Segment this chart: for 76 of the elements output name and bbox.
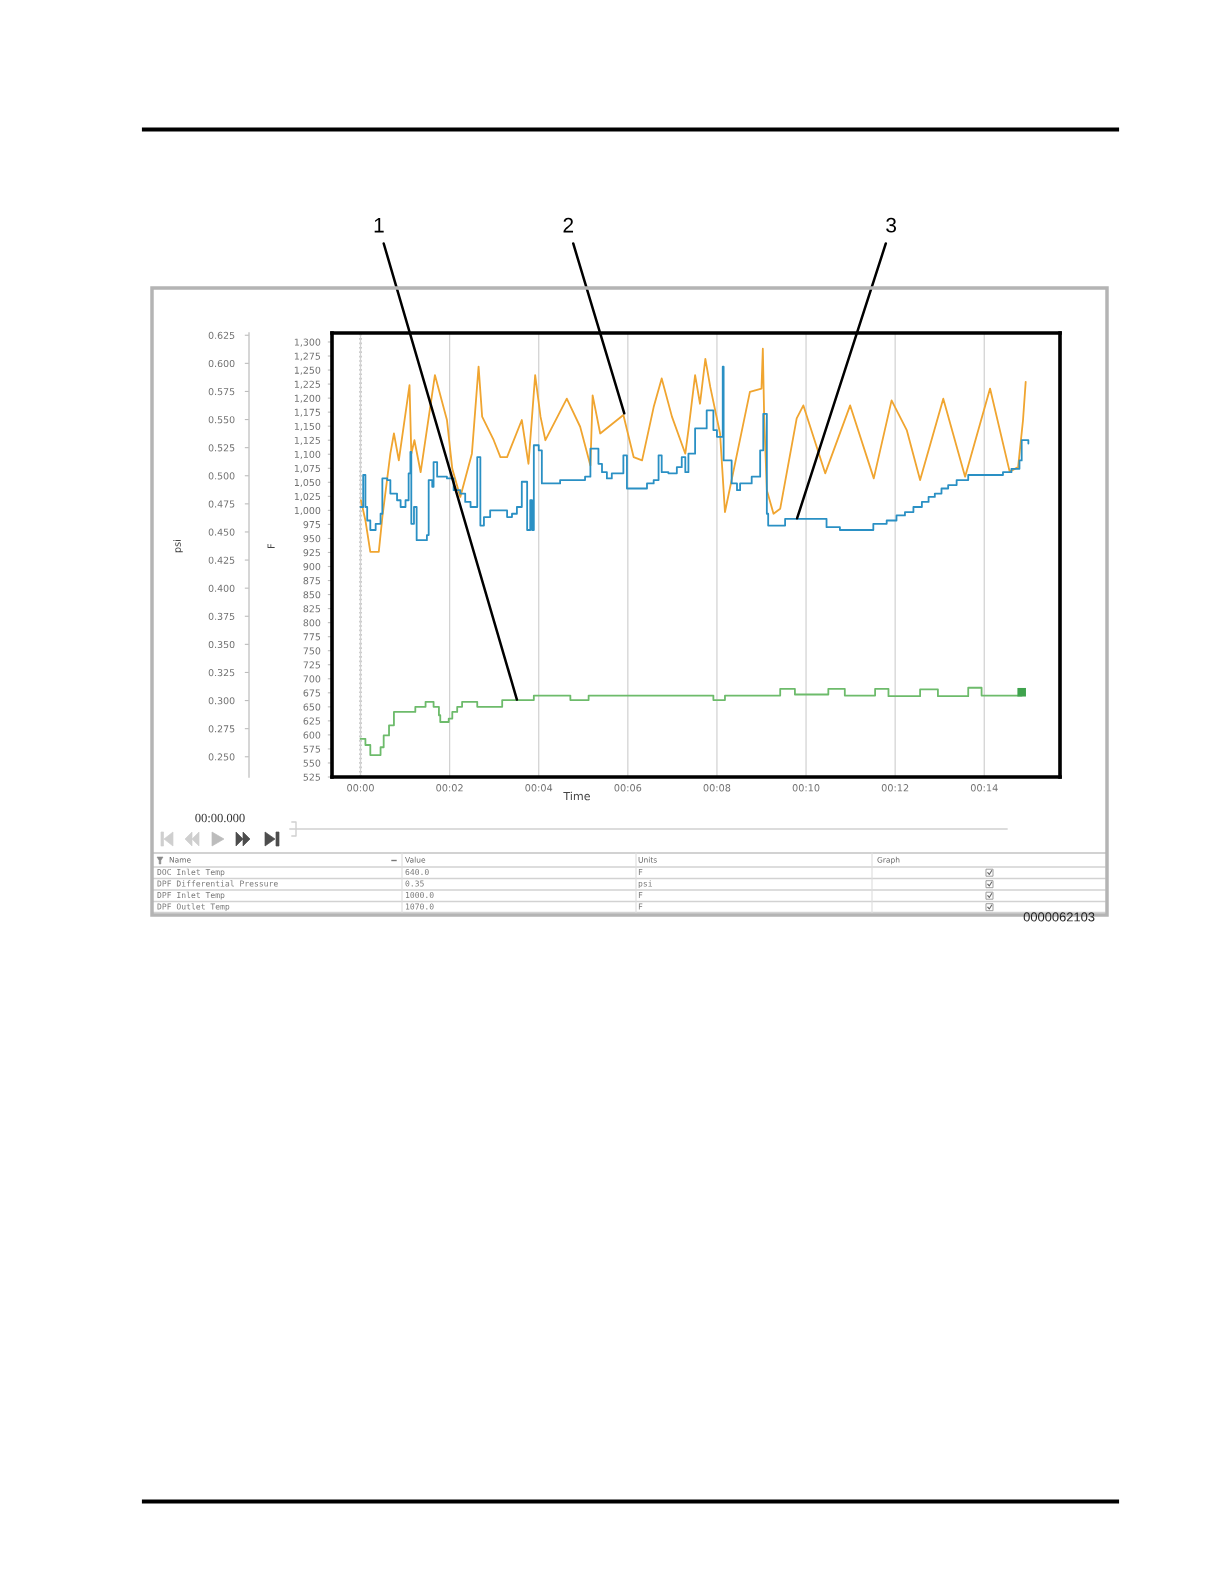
text: 0.35: [405, 880, 424, 887]
text: psi: [638, 880, 652, 889]
x-tick-label: 00:06: [614, 784, 642, 792]
y2-tick-label: 0.550: [208, 416, 235, 424]
y-tick-label: 775: [303, 633, 321, 641]
x-tick-label: 00:10: [792, 784, 820, 792]
x-tick-label: 00:00: [347, 784, 374, 792]
text: 1000.0: [405, 891, 434, 899]
y2-tick-label: 0.325: [208, 669, 235, 677]
text: F: [638, 892, 643, 898]
x-tick-label: 00:04: [525, 784, 553, 792]
x-tick-label: 00:14: [970, 784, 998, 792]
y2-tick-label: 0.250: [208, 753, 235, 761]
y2-tick-label: 0.575: [208, 388, 235, 396]
y-tick-label: 650: [303, 703, 321, 711]
category-label: DPF Differential Pressure: [157, 880, 278, 887]
y-tick-label: 625: [303, 717, 321, 725]
y2-tick-label: 0.400: [208, 584, 235, 592]
category-label: DOC Inlet Temp: [157, 868, 225, 877]
x-axis-title: Time: [563, 791, 590, 801]
y2-tick-label: 0.450: [208, 528, 235, 536]
y-tick-label: 725: [303, 661, 321, 669]
y2-tick-label: 0.525: [208, 444, 235, 452]
y-tick-label: 825: [303, 605, 321, 613]
y-tick-label: 900: [303, 563, 321, 571]
y-tick-label: 1,225: [294, 380, 321, 389]
x-tick-label: 00:08: [703, 784, 731, 792]
y-tick-label: 575: [303, 745, 321, 753]
category-label: DPF Inlet Temp: [157, 891, 225, 900]
annotation: 3: [886, 217, 897, 233]
category-label: DPF Outlet Temp: [157, 903, 230, 912]
y2-tick-label: 0.350: [208, 640, 235, 649]
y-tick-label: 1,250: [294, 366, 321, 375]
y-tick-label: 1,200: [294, 394, 321, 403]
y-tick-label: 600: [303, 731, 321, 739]
annotation: 1: [374, 218, 384, 233]
text: 0000062103: [1023, 912, 1095, 922]
y-tick-label: 1,150: [294, 422, 321, 431]
y-tick-label: 950: [303, 535, 321, 543]
y-tick-label: 1,300: [294, 338, 321, 347]
y-tick-label: 525: [303, 773, 321, 781]
y-tick-label: 675: [303, 689, 321, 697]
y-tick-label: 925: [303, 549, 321, 557]
y-tick-label: 1,275: [294, 352, 321, 361]
text: 640.0: [405, 868, 429, 876]
y2-tick-label: 0.600: [208, 359, 235, 368]
y2-axis-title: psi: [173, 540, 183, 553]
y2-tick-label: 0.625: [208, 331, 235, 339]
y-tick-label: 550: [303, 759, 321, 767]
text: 00:00.000: [195, 813, 245, 823]
text: 1070.0: [405, 903, 434, 910]
y-tick-label: 1,000: [294, 506, 321, 516]
y-tick-label: 1,050: [294, 478, 321, 487]
y-tick-label: 1,125: [294, 436, 321, 445]
y-tick-label: 1,075: [294, 464, 321, 473]
x-tick-label: 00:12: [881, 784, 909, 792]
x-tick-label: 00:02: [436, 784, 463, 792]
y2-tick-label: 0.300: [208, 697, 235, 705]
y-axis-title: F: [267, 543, 275, 548]
y-tick-label: 1,100: [294, 450, 321, 459]
annotation: 2: [563, 217, 574, 233]
text: F: [638, 903, 643, 910]
y-tick-label: 850: [303, 591, 321, 599]
text: F: [638, 869, 643, 875]
y-tick-label: 1,175: [294, 408, 321, 417]
y-tick-label: 750: [303, 647, 321, 655]
y2-tick-label: 0.275: [208, 725, 235, 733]
y-tick-label: 800: [303, 619, 321, 627]
y2-tick-label: 0.375: [208, 612, 235, 620]
y2-tick-label: 0.475: [208, 500, 235, 508]
y-tick-label: 975: [303, 520, 321, 529]
y-tick-label: 1,025: [294, 492, 321, 502]
y2-tick-label: 0.425: [208, 556, 235, 564]
y2-tick-label: 0.500: [208, 472, 235, 480]
y-tick-label: 700: [303, 675, 321, 683]
y-tick-label: 875: [303, 577, 321, 585]
